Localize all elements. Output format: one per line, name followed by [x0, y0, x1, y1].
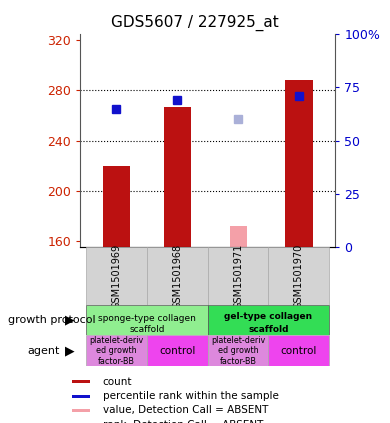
Text: ▶: ▶ — [64, 344, 74, 357]
Text: scaffold: scaffold — [248, 325, 289, 334]
Bar — [230, 226, 246, 247]
Text: GDS5607 / 227925_at: GDS5607 / 227925_at — [111, 15, 279, 31]
Text: GSM1501971: GSM1501971 — [233, 243, 243, 309]
Bar — [285, 80, 313, 247]
Bar — [72, 395, 90, 398]
Text: platelet-deriv
ed growth
factor-BB: platelet-deriv ed growth factor-BB — [89, 336, 144, 366]
Bar — [163, 107, 191, 247]
Bar — [147, 247, 207, 305]
Bar — [147, 335, 207, 366]
Text: GSM1501968: GSM1501968 — [172, 244, 182, 308]
Text: growth protocol: growth protocol — [8, 315, 96, 325]
Bar — [207, 305, 329, 335]
Bar — [72, 380, 90, 383]
Text: rank, Detection Call = ABSENT: rank, Detection Call = ABSENT — [103, 420, 263, 423]
Bar — [86, 247, 147, 305]
Text: GSM1501970: GSM1501970 — [294, 243, 304, 309]
Text: percentile rank within the sample: percentile rank within the sample — [103, 391, 278, 401]
Text: GSM1501969: GSM1501969 — [112, 244, 121, 308]
Text: agent: agent — [27, 346, 60, 356]
Bar — [207, 247, 268, 305]
Text: control: control — [281, 346, 317, 356]
Bar — [103, 166, 130, 247]
Text: value, Detection Call = ABSENT: value, Detection Call = ABSENT — [103, 405, 268, 415]
Text: scaffold: scaffold — [129, 325, 165, 334]
Bar — [86, 335, 147, 366]
Text: ▶: ▶ — [64, 313, 74, 327]
Text: count: count — [103, 376, 132, 387]
Text: gel-type collagen: gel-type collagen — [224, 312, 312, 321]
Bar — [268, 247, 329, 305]
Text: sponge-type collagen: sponge-type collagen — [98, 314, 196, 323]
Bar — [207, 335, 268, 366]
Bar — [268, 335, 329, 366]
Bar — [86, 305, 207, 335]
Text: platelet-deriv
ed growth
factor-BB: platelet-deriv ed growth factor-BB — [211, 336, 265, 366]
Bar — [72, 409, 90, 412]
Text: control: control — [159, 346, 195, 356]
